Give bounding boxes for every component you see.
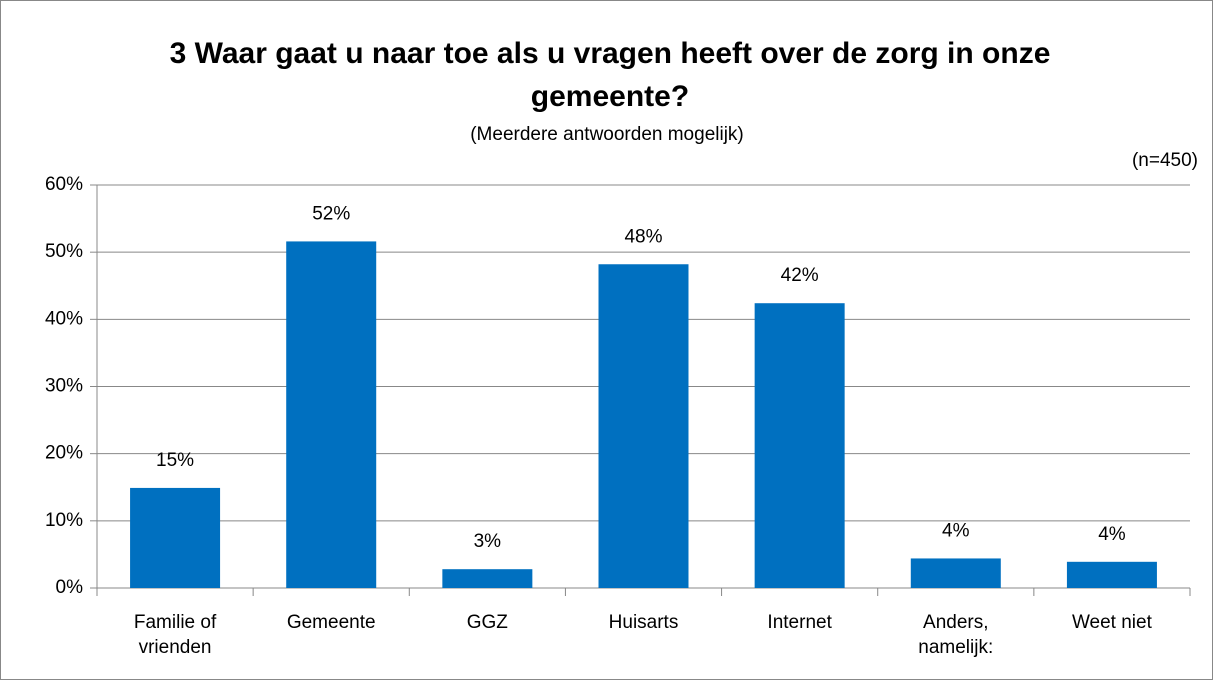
data-label: 48%: [624, 226, 662, 247]
bar: [910, 558, 1001, 588]
bar: [598, 264, 689, 588]
x-tick-label: Anders, namelijk:: [918, 612, 994, 658]
chart-title: 3 Waar gaat u naar toe als u vragen heef…: [169, 37, 1051, 113]
bar: [754, 303, 845, 588]
data-label: 4%: [1098, 524, 1126, 545]
bar: [130, 487, 221, 588]
x-tick-label: Gemeente: [286, 612, 376, 633]
data-label: 3%: [474, 531, 502, 552]
y-tick-label: 0%: [56, 577, 84, 598]
y-tick-label: 30%: [45, 376, 83, 397]
x-tick-label: GGZ: [466, 612, 508, 633]
data-label: 4%: [942, 520, 970, 541]
bar: [1066, 561, 1157, 588]
x-tick-label: Huisarts: [608, 612, 679, 633]
bar: [286, 241, 377, 589]
bar: [442, 569, 533, 588]
x-tick-label: Internet: [767, 612, 832, 633]
x-tick-label: Weet niet: [1071, 612, 1152, 633]
y-tick-label: 20%: [45, 443, 83, 464]
data-label: 15%: [156, 450, 194, 471]
data-label: 42%: [781, 265, 819, 286]
data-label: 52%: [312, 203, 350, 224]
y-tick-label: 50%: [45, 241, 83, 262]
chart-subtitle: (Meerdere antwoorden mogelijk): [470, 124, 744, 145]
y-tick-label: 10%: [45, 510, 83, 531]
chart-note: (n=450): [1131, 150, 1198, 171]
x-tick-label: Familie of vrienden: [133, 612, 217, 658]
y-tick-label: 40%: [45, 308, 83, 329]
y-tick-label: 60%: [45, 174, 83, 195]
